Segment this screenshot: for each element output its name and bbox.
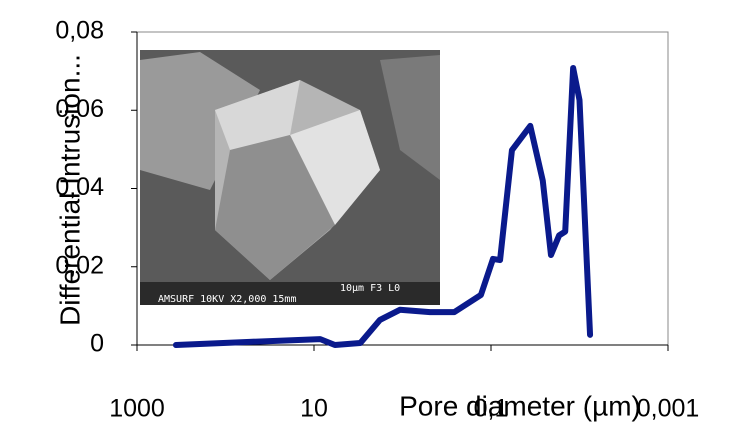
x-tick-label: 0,001 xyxy=(637,395,700,423)
x-axis-title: Pore diameter (µm) xyxy=(399,390,641,421)
inset-image: 10µm F3 L0 AMSURF 10KV X2,000 15mm xyxy=(140,50,440,305)
chart: 10µm F3 L0 AMSURF 10KV X2,000 15mm Pore … xyxy=(0,0,731,432)
inset-caption: AMSURF 10KV X2,000 15mm xyxy=(158,294,296,305)
y-tick-label: 0,02 xyxy=(55,251,104,279)
page: {"chart_data": {"type": "line", "x_label… xyxy=(0,0,731,437)
x-tick-label: 1000 xyxy=(109,395,165,423)
x-tick-label: 0,1 xyxy=(474,395,509,423)
y-tick-label: 0 xyxy=(90,330,104,358)
y-tick-label: 0,04 xyxy=(55,173,104,201)
y-tick-label: 0,06 xyxy=(55,95,104,123)
inset-caption: 10µm F3 L0 xyxy=(340,283,400,294)
x-tick-label: 10 xyxy=(300,395,328,423)
y-tick-label: 0,08 xyxy=(55,17,104,45)
